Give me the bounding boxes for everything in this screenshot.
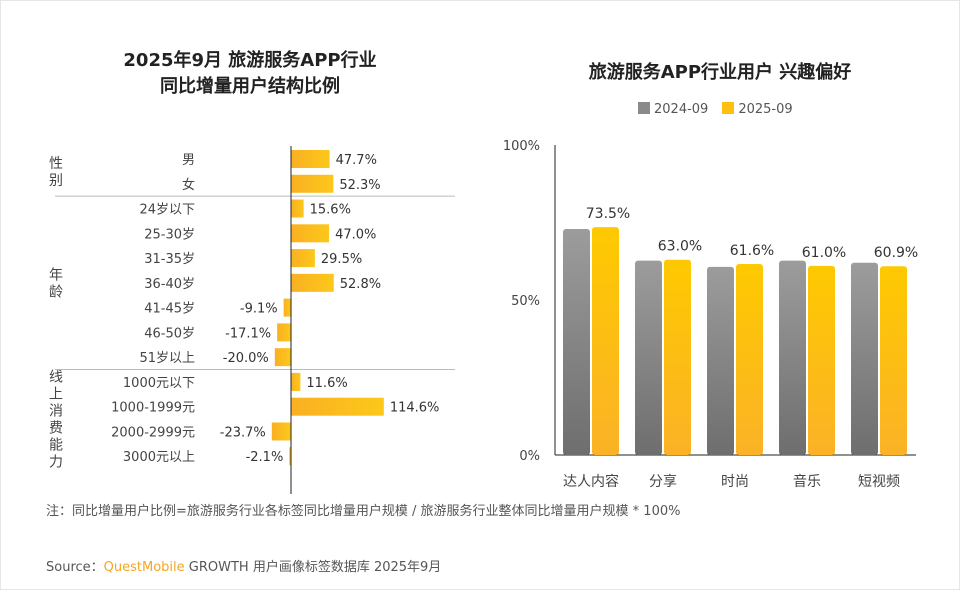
data-label: 11.6% — [306, 376, 347, 391]
legend-label: 2024-09 — [654, 102, 709, 117]
data-label: 73.5% — [586, 206, 630, 222]
source-text: GROWTH 用户画像标签数据库 2025年9月 — [184, 560, 442, 575]
bar — [291, 150, 330, 168]
bar-2024-09 — [851, 262, 878, 455]
bar-2025-09 — [664, 259, 691, 455]
group-label: 年 — [49, 267, 63, 283]
left-chart-title: 2025年9月 旅游服务APP行业 同比增量用户结构比例 — [60, 48, 440, 100]
data-label: 52.8% — [340, 277, 381, 292]
group-label: 费 — [49, 421, 63, 437]
bar-2024-09 — [707, 266, 734, 455]
bar-2025-09 — [880, 266, 907, 455]
data-label: -2.1% — [246, 450, 284, 465]
data-label: -23.7% — [220, 425, 266, 440]
category-label: 女 — [182, 177, 195, 193]
legend-item-2024: 2024-09 — [638, 102, 708, 117]
bar — [289, 447, 291, 466]
source-brand: QuestMobile — [103, 560, 185, 575]
bar — [291, 174, 334, 193]
bar-2025-09 — [808, 265, 835, 455]
bar — [291, 273, 334, 292]
legend-swatch — [638, 102, 650, 114]
group-label: 别 — [49, 173, 63, 189]
left-title-line-1: 2025年9月 旅游服务APP行业 — [123, 50, 377, 71]
bar — [291, 397, 384, 416]
legend-label: 2025-09 — [738, 102, 793, 117]
group-label: 上 — [49, 387, 63, 403]
group-label: 性 — [49, 156, 63, 172]
bar — [291, 249, 315, 268]
group-label: 龄 — [49, 284, 63, 300]
bar — [291, 372, 301, 391]
category-label: 36-40岁 — [144, 277, 195, 292]
footnote: 注：同比增量用户比例=旅游服务行业各标签同比增量用户规模 / 旅游服务行业整体同… — [46, 504, 681, 519]
bar — [291, 199, 304, 218]
data-label: -20.0% — [223, 351, 269, 366]
data-label: 61.6% — [730, 243, 774, 259]
bar-2025-09 — [592, 227, 619, 455]
x-tick-label: 时尚 — [721, 474, 749, 490]
data-label: 47.7% — [336, 153, 377, 168]
bar-2024-09 — [779, 260, 806, 455]
left-title-line-2: 同比增量用户结构比例 — [160, 76, 340, 97]
category-label: 31-35岁 — [144, 252, 195, 267]
category-label: 24岁以下 — [139, 203, 195, 218]
category-label: 46-50岁 — [144, 326, 195, 341]
bar-2024-09 — [563, 229, 590, 455]
group-label: 线 — [49, 370, 63, 386]
data-label: 63.0% — [658, 239, 702, 255]
source-prefix: Source： — [46, 560, 104, 575]
category-label: 2000-2999元 — [111, 425, 195, 440]
y-tick-label: 50% — [511, 294, 540, 309]
bar — [274, 348, 291, 367]
x-tick-label: 音乐 — [793, 473, 821, 490]
group-label: 力 — [49, 455, 63, 471]
x-tick-label: 短视频 — [858, 474, 900, 490]
data-label: 114.6% — [390, 401, 440, 416]
category-label: 1000-1999元 — [111, 401, 195, 416]
data-label: 52.3% — [339, 178, 380, 193]
bar — [291, 224, 330, 243]
data-label: 29.5% — [321, 252, 362, 267]
bar-2025-09 — [736, 264, 763, 455]
category-label: 3000元以上 — [123, 450, 195, 465]
bar-2024-09 — [635, 260, 662, 455]
category-label: 男 — [182, 153, 195, 168]
data-label: 47.0% — [335, 227, 376, 242]
category-label: 51岁以上 — [139, 351, 195, 366]
category-label: 41-45岁 — [144, 302, 195, 317]
legend-swatch — [722, 102, 735, 114]
bar — [271, 422, 291, 441]
source-line: Source：QuestMobile GROWTH 用户画像标签数据库 2025… — [46, 556, 441, 575]
category-label: 25-30岁 — [144, 227, 195, 242]
bar — [283, 298, 291, 317]
category-label: 1000元以下 — [123, 376, 195, 391]
data-label: 60.9% — [874, 245, 918, 261]
y-tick-label: 100% — [503, 139, 540, 154]
x-tick-label: 分享 — [649, 473, 677, 490]
data-label: 61.0% — [802, 245, 846, 261]
right-chart-title: 旅游服务APP行业用户 兴趣偏好 — [588, 62, 852, 83]
group-label: 消 — [49, 404, 63, 420]
y-tick-label: 0% — [519, 449, 540, 464]
data-label: -17.1% — [225, 326, 271, 341]
data-label: 15.6% — [310, 203, 351, 218]
data-label: -9.1% — [240, 302, 278, 317]
legend: 2024-09 2025-09 — [638, 102, 793, 117]
x-tick-label: 达人内容 — [563, 473, 619, 490]
group-label: 能 — [49, 438, 63, 454]
legend-item-2025: 2025-09 — [722, 102, 793, 117]
bar — [277, 323, 291, 342]
